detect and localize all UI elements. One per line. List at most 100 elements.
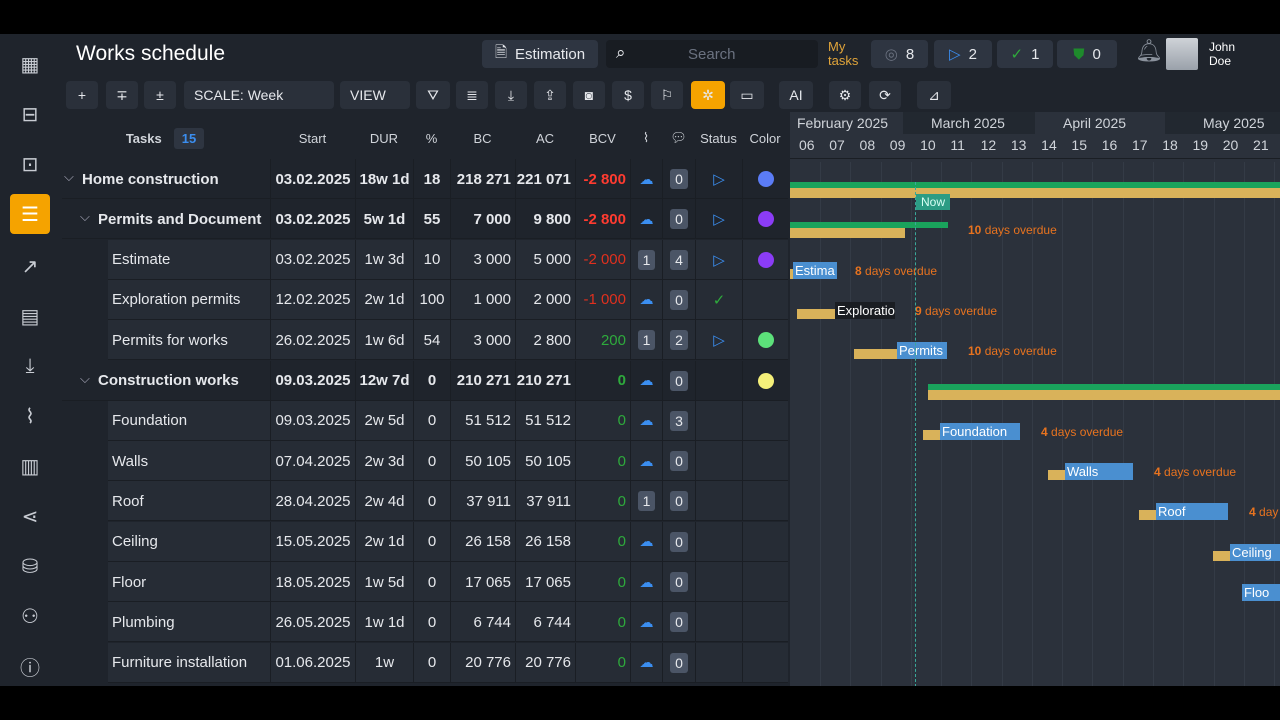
settings-icon[interactable]: ⚙: [829, 81, 861, 109]
table-row[interactable]: ⌵ Construction works 09.03.2025 12w 7d 0 210 …: [62, 360, 788, 401]
ai-button[interactable]: AI: [779, 81, 813, 109]
upload-cloud-icon[interactable]: ☁: [639, 210, 654, 227]
comment-count[interactable]: 0: [670, 169, 688, 189]
color-dot[interactable]: [757, 171, 774, 187]
play-icon[interactable]: ▷: [713, 211, 725, 229]
briefcase-icon[interactable]: ⊟: [21, 103, 39, 126]
col-bc[interactable]: BC: [473, 130, 492, 146]
task-bar[interactable]: Floo: [1242, 584, 1280, 601]
upload-cloud-icon[interactable]: ☁: [639, 412, 654, 429]
export-icon[interactable]: ⇪: [534, 81, 566, 109]
table-row[interactable]: Roof 28.04.2025 2w 4d 0 37 911 37 911 0 1 0: [62, 481, 788, 522]
chevron-down-icon[interactable]: ⌵: [80, 209, 90, 225]
task-name[interactable]: Estimate: [112, 251, 171, 269]
table-row[interactable]: ⌵ Permits and Document 03.02.2025 5w 1d 55 7 …: [62, 199, 788, 240]
bell-icon[interactable]: 🔔︎: [1135, 38, 1163, 63]
baseline-bar[interactable]: [928, 389, 1280, 400]
upload-cloud-icon[interactable]: ☁: [639, 452, 654, 469]
upload-cloud-icon[interactable]: ☁: [639, 533, 654, 550]
news-icon[interactable]: ▥: [20, 455, 40, 478]
attachment-count[interactable]: 1: [637, 249, 656, 270]
comment-count[interactable]: 0: [670, 612, 688, 633]
dollar-icon[interactable]: $: [612, 81, 644, 109]
counter-in-progress[interactable]: ▷ 2: [934, 40, 992, 68]
col-dur[interactable]: DUR: [369, 130, 399, 146]
task-bar[interactable]: Ceiling: [1230, 543, 1280, 561]
summary-bar[interactable]: [928, 383, 1280, 390]
comment-count[interactable]: 0: [670, 652, 688, 673]
task-name[interactable]: Permits and Document: [98, 210, 262, 228]
add-below-icon[interactable]: ±: [144, 81, 176, 109]
col-status[interactable]: Status: [700, 130, 737, 146]
comment-count[interactable]: 4: [670, 249, 688, 270]
chevron-down-icon[interactable]: ⌵: [64, 169, 74, 184]
task-name[interactable]: Ceiling: [112, 533, 158, 551]
gantt-list-icon[interactable]: ☰: [10, 194, 50, 234]
col-start[interactable]: Start: [298, 130, 327, 146]
task-name[interactable]: Furniture installation: [112, 654, 248, 672]
task-bar[interactable]: Permits: [897, 342, 947, 360]
task-bar[interactable]: Walls: [1065, 463, 1133, 481]
play-icon[interactable]: ▷: [713, 332, 725, 350]
attachment-count[interactable]: 1: [637, 491, 656, 512]
comment-count[interactable]: 0: [670, 451, 688, 472]
upload-cloud-icon[interactable]: ☁: [639, 372, 654, 388]
upload-cloud-icon[interactable]: ☁: [639, 654, 654, 671]
color-dot[interactable]: [757, 211, 774, 228]
counter-shield[interactable]: ⛊ 0: [1057, 40, 1117, 68]
baseline-bar[interactable]: [854, 349, 906, 360]
task-bar[interactable]: Estima: [793, 261, 837, 279]
summary-bar[interactable]: [790, 182, 1280, 188]
summary-bar[interactable]: [790, 222, 948, 229]
color-dot[interactable]: [757, 332, 774, 349]
col-color[interactable]: Color: [749, 130, 781, 146]
table-row[interactable]: ⌵ Home construction 03.02.2025 18w 1d 18 218 …: [62, 159, 788, 199]
layout-toggle-icon[interactable]: ▭: [730, 81, 764, 109]
upload-cloud-icon[interactable]: ☁: [639, 170, 654, 187]
download-icon[interactable]: ⤓: [25, 354, 35, 377]
task-name[interactable]: Home construction: [82, 170, 219, 188]
refresh-icon[interactable]: ⟳: [869, 81, 901, 109]
comment-count[interactable]: 3: [670, 410, 688, 431]
cursor-highlight-icon[interactable]: ✲: [691, 81, 725, 109]
counter-pending[interactable]: ◎ 8: [871, 40, 928, 68]
col-tasks[interactable]: Tasks 15: [62, 118, 268, 158]
chevron-down-icon[interactable]: ⌵: [80, 370, 90, 386]
task-name[interactable]: Construction works: [98, 372, 239, 389]
baseline-bar[interactable]: [790, 188, 1280, 198]
info-icon[interactable]: ⓘ: [20, 657, 40, 680]
presentation-icon[interactable]: ⊡: [21, 153, 39, 176]
task-bar[interactable]: Foundation: [940, 422, 1020, 440]
estimation-button[interactable]: 🗎 Estimation: [482, 40, 598, 68]
counter-done[interactable]: ✓ 1: [997, 40, 1053, 68]
table-row[interactable]: Foundation 09.03.2025 2w 5d 0 51 512 51 512 0 ☁…: [62, 400, 788, 441]
paperclip-icon[interactable]: ⌇: [25, 405, 35, 428]
bookmark-icon[interactable]: ⚐: [651, 81, 683, 109]
apps-grid-icon[interactable]: ▦: [20, 53, 40, 76]
comment-count[interactable]: 0: [670, 370, 688, 391]
attachment-count[interactable]: 1: [637, 330, 656, 351]
comment-count[interactable]: 0: [670, 491, 688, 512]
upload-cloud-icon[interactable]: ☁: [639, 573, 654, 590]
table-row[interactable]: Ceiling 15.05.2025 2w 1d 0 26 158 26 158 0 ☁ 0: [62, 521, 788, 562]
table-row[interactable]: Permits for works 26.02.2025 1w 6d 54 3 000 2…: [62, 320, 788, 361]
comment-icon[interactable]: 💬︎: [670, 130, 687, 145]
play-icon[interactable]: ▷: [713, 251, 725, 269]
baseline-bar[interactable]: [797, 308, 857, 319]
share-icon[interactable]: ⋖: [21, 505, 39, 528]
task-name[interactable]: Exploration permits: [112, 291, 241, 309]
task-name[interactable]: Plumbing: [112, 613, 175, 631]
import-icon[interactable]: ⤓: [495, 81, 527, 109]
report-icon[interactable]: ▤: [20, 305, 40, 328]
col-ac[interactable]: AC: [535, 130, 555, 146]
search-input[interactable]: ⌕ Search: [606, 40, 818, 68]
play-icon[interactable]: ▷: [713, 171, 725, 188]
comment-count[interactable]: 0: [670, 209, 688, 230]
upload-cloud-icon[interactable]: ☁: [639, 291, 654, 308]
upload-cloud-icon[interactable]: ☁: [639, 613, 654, 630]
table-row[interactable]: Floor 18.05.2025 1w 5d 0 17 065 17 065 0 ☁ 0: [62, 562, 788, 602]
table-row[interactable]: Plumbing 26.05.2025 1w 1d 0 6 744 6 744 0 ☁ 0: [62, 602, 788, 643]
scale-select[interactable]: SCALE: Week: [184, 81, 334, 109]
avatar[interactable]: [1166, 38, 1198, 70]
task-name[interactable]: Walls: [112, 452, 149, 470]
